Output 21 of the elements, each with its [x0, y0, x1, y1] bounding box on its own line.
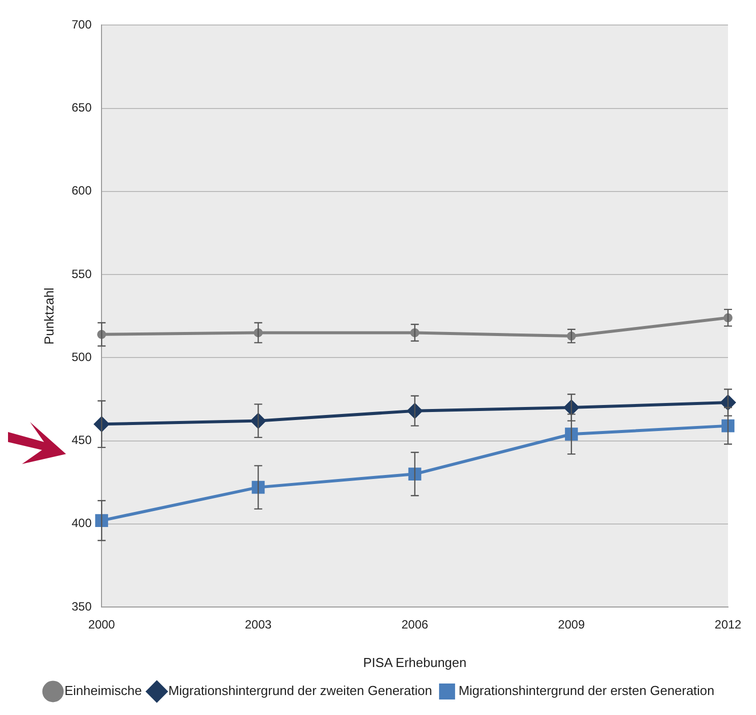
legend-label: Migrationshintergrund der ersten Generation	[458, 683, 714, 698]
x-tick-label: 2006	[401, 618, 428, 632]
x-tick-label: 2003	[244, 618, 272, 632]
legend-label: Migrationshintergrund der zweiten Generation	[168, 683, 432, 698]
y-tick-label: 450	[72, 433, 92, 448]
x-axis-title: PISA Erhebungen	[363, 654, 466, 670]
point	[94, 416, 110, 432]
x-tick-label: 2000	[88, 618, 116, 632]
y-tick-label: 500	[72, 350, 92, 364]
y-tick-label: 550	[72, 266, 92, 281]
y-tick-label: 700	[72, 18, 92, 32]
x-tick-label: 2012	[714, 618, 742, 632]
y-tick-label: 650	[72, 100, 92, 115]
point	[97, 330, 106, 339]
legend-label: Einheimische	[64, 683, 142, 698]
y-tick-label: 350	[72, 599, 92, 614]
y-tick-label: 600	[72, 184, 92, 198]
x-tick-label: 2009	[558, 618, 586, 632]
point	[95, 514, 108, 528]
y-tick-label: 400	[72, 516, 92, 530]
y-axis-title: Punktzahl	[41, 287, 56, 345]
